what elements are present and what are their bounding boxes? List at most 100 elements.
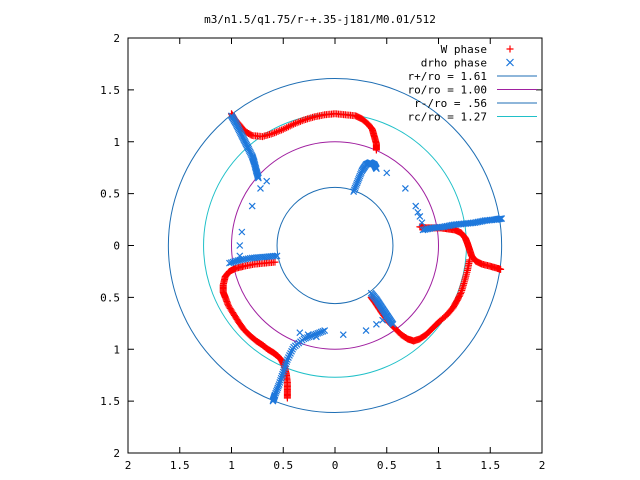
series-1-arm-5-point: [279, 368, 287, 376]
series-1-arm-4-point: [226, 259, 233, 267]
series-1-arm-4-point: [227, 259, 235, 267]
y-tick-label-4: 0: [113, 240, 120, 253]
series-0-arm-0-point: [286, 122, 294, 130]
reference-circle-1: [231, 141, 439, 350]
series-1-arm-5-point: [288, 347, 295, 355]
series-0-arm-3-point: [223, 271, 231, 279]
series-1-arm-0-point: [254, 174, 262, 182]
series-1-arm-3-point: [389, 320, 397, 328]
series-1-arm-5-point: [276, 379, 284, 386]
axis-ticks: 2 1.5 1 0.5 0 0.5 1 1.5 221.510.500.511.52: [100, 32, 545, 472]
series-1-arm-0-point: [254, 172, 262, 180]
series-0-arm-1-point: [497, 265, 505, 273]
series-1-arm-5-point: [286, 352, 293, 359]
series-0-arm-0-point: [276, 127, 284, 135]
series-0-arm-3-point: [283, 394, 291, 402]
series-0-arm-0-point: [372, 146, 380, 154]
series-1-arm-5-point: [281, 364, 289, 372]
reference-circle-3: [203, 113, 467, 378]
series-1-arm-2-point: [496, 215, 503, 223]
series-1-scatter-point-17: [296, 329, 304, 337]
series-1-arm-2-point: [497, 215, 505, 223]
legend-label-5: rc/ro = 1.27: [408, 111, 487, 124]
series-1-arm-5-point: [282, 360, 290, 368]
series-1-scatter-point-7: [401, 185, 409, 192]
series-0-arm-0-point: [284, 123, 292, 131]
x-tick-label-7: 1.5: [480, 459, 500, 472]
series-1: [226, 112, 506, 405]
x-tick-label-0: 2: [125, 459, 132, 472]
series-0-arm-0-point: [274, 127, 282, 135]
series-1-scatter-point-16: [383, 312, 391, 320]
series-1-arm-5-point: [277, 374, 285, 382]
series-1-arm-5-point: [283, 358, 291, 366]
series-0-arm-0-point: [271, 129, 279, 137]
x-tick-label-6: 1: [435, 459, 442, 472]
legend-label-0: W phase: [441, 43, 487, 56]
legend-label-4: r-/ro = .56: [414, 97, 487, 110]
series-0-arm-0-point: [291, 119, 299, 127]
y-tick-label-1: 1.5: [100, 84, 120, 97]
series-1-arm-5-point: [302, 334, 310, 342]
series-1-scatter-point-10: [416, 213, 424, 220]
series-1-arm-5-point: [269, 397, 277, 405]
series-0-arm-0-point: [367, 124, 375, 132]
series-0-arm-0-point: [290, 120, 298, 128]
series-0-arm-0-point: [283, 124, 291, 132]
legend-sample-1: [506, 58, 514, 67]
reference-circle-0: [167, 77, 503, 414]
series-0-arm-0-point: [295, 118, 303, 126]
series-0-arm-0-point: [297, 117, 304, 125]
series-1-scatter-point-19: [312, 333, 320, 341]
series-0-arm-0-point: [298, 117, 306, 125]
series-1-scatter-point-13: [362, 327, 370, 334]
x-tick-label-3: 0.5: [273, 459, 293, 472]
series-1-scatter-point-5: [263, 177, 271, 185]
x-tick-label-1: 1.5: [170, 459, 190, 472]
series-1-scatter-point-6: [383, 169, 391, 177]
y-tick-label-6: 1: [113, 343, 120, 356]
series-0-arm-0-point: [293, 119, 301, 127]
series-0-arm-0-point: [279, 125, 287, 133]
legend-label-3: ro/ro = 1.00: [408, 84, 487, 97]
series-1-scatter-point-18: [304, 331, 312, 339]
y-tick-label-2: 1: [113, 136, 120, 149]
legend-sample-0: [506, 45, 514, 53]
series-1-scatter-point-9: [414, 208, 422, 216]
series-0-arm-0-point: [269, 129, 277, 137]
series-1-arm-5-point: [279, 370, 286, 378]
series-0-arm-0-point: [278, 126, 286, 134]
series-0-arm-0-point: [288, 121, 296, 129]
series-0-arm-0-point: [272, 128, 280, 136]
series-1-scatter-point-2: [236, 242, 244, 249]
series-1-scatter-point-3: [236, 252, 244, 260]
series-1-arm-5-point: [283, 356, 291, 364]
series-1-arm-5-point: [290, 343, 298, 351]
series-1-arm-5-point: [287, 349, 294, 357]
series-1-scatter-point-12: [339, 331, 347, 339]
series-1-scatter-point-1: [238, 228, 246, 236]
y-tick-label-3: 0.5: [100, 188, 120, 201]
x-tick-label-4: 0: [332, 459, 339, 472]
series-1-arm-5-point: [281, 362, 289, 370]
series-1-arm-0-point: [254, 173, 262, 181]
series-1-scatter-point-11: [418, 219, 426, 227]
y-tick-label-8: 2: [113, 447, 120, 460]
series-1-arm-5-point: [277, 376, 284, 384]
x-tick-label-8: 2: [539, 459, 546, 472]
reference-circle-2: [276, 186, 394, 305]
y-tick-label-5: 0.5: [100, 291, 120, 304]
series-1-scatter-point-4: [257, 185, 264, 192]
y-tick-label-7: 1.5: [100, 395, 120, 408]
series-1-arm-1-point: [372, 165, 380, 173]
series-1-arm-5-point: [289, 345, 296, 353]
data-series: [219, 110, 506, 405]
series-1-scatter-point-0: [248, 202, 256, 210]
x-tick-label-5: 0.5: [377, 459, 397, 472]
x-tick-label-2: 1: [228, 459, 235, 472]
y-tick-label-0: 2: [113, 32, 120, 45]
series-1-arm-5-point: [278, 372, 286, 380]
series-1-scatter-point-8: [412, 202, 420, 210]
